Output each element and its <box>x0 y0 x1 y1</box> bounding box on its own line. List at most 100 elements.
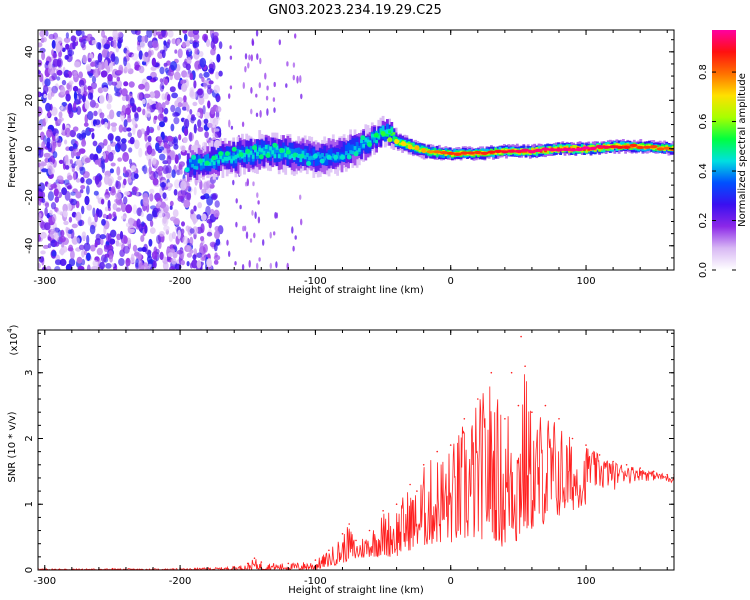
heatmap-ridge-cell <box>648 144 651 148</box>
heatmap-noise-cell <box>119 230 124 240</box>
heatmap-noise-cell <box>70 250 75 260</box>
snr-point <box>341 533 344 535</box>
heatmap-noise-cell <box>218 41 223 49</box>
heatmap-ridge-cell <box>347 142 350 152</box>
heatmap-noise-cell <box>38 256 45 263</box>
heatmap-noise-cell <box>54 241 60 247</box>
heatmap-noise-cell <box>70 35 77 42</box>
heatmap-ridge-cell <box>622 145 625 147</box>
heatmap-ridge-cell <box>195 158 199 167</box>
heatmap-noise-cell <box>149 219 154 227</box>
heatmap-noise-cell <box>129 136 135 145</box>
heatmap-noise-cell <box>256 262 259 270</box>
heatmap-peak-cell <box>252 145 257 151</box>
heatmap-ridge-cell <box>202 158 205 163</box>
heatmap-ridge-cell <box>373 135 376 143</box>
heatmap-noise-cell <box>109 168 114 174</box>
heatmap-noise-cell <box>180 79 184 85</box>
heatmap-noise-cell <box>75 159 82 166</box>
heatmap-peak-cell <box>360 135 366 141</box>
heatmap-noise-cell <box>216 53 221 63</box>
heatmap-noise-cell <box>58 111 63 119</box>
heatmap-noise-cell <box>75 30 82 37</box>
heatmap-noise-cell <box>275 261 278 269</box>
heatmap-noise-cell <box>64 139 68 145</box>
heatmap-noise-cell <box>184 118 190 129</box>
heatmap-noise-cell <box>247 62 250 69</box>
heatmap-peak-cell <box>575 147 584 152</box>
heatmap-noise-cell <box>98 142 105 150</box>
heatmap-noise-cell <box>169 265 175 270</box>
heatmap-noise-cell <box>235 221 238 228</box>
heatmap-ridge-cell <box>606 144 610 148</box>
heatmap-noise-cell <box>262 239 265 246</box>
heatmap-noise-cell <box>179 169 183 175</box>
heatmap-noise-cell <box>72 85 79 92</box>
heatmap-noise-cell <box>94 119 101 126</box>
heatmap-noise-cell <box>257 216 261 224</box>
heatmap-noise-cell <box>72 102 77 112</box>
heatmap-peak-cell <box>238 152 244 157</box>
heatmap-ridge-cell <box>351 150 355 155</box>
heatmap-noise-cell <box>292 245 295 252</box>
heatmap-noise-cell <box>87 92 93 100</box>
heatmap-noise-cell <box>106 103 112 110</box>
heatmap-ridge-cell <box>297 151 301 167</box>
heatmap-noise-cell <box>162 216 167 224</box>
heatmap-ridge-cell <box>256 140 259 155</box>
heatmap-noise-cell <box>83 84 88 93</box>
heatmap-noise-cell <box>141 35 146 43</box>
heatmap-noise-cell <box>53 188 59 197</box>
heatmap-noise-cell <box>64 190 71 201</box>
heatmap-noise-cell <box>106 93 113 104</box>
heatmap-noise-cell <box>78 71 83 79</box>
heatmap-noise-cell <box>94 213 98 223</box>
heatmap-peak-cell <box>446 151 455 155</box>
heatmap-noise-cell <box>86 185 90 195</box>
heatmap-peak-cell <box>306 161 312 166</box>
heatmap-noise-cell <box>146 213 153 222</box>
heatmap-noise-cell <box>244 66 247 73</box>
heatmap-noise-cell <box>183 95 187 103</box>
heatmap-noise-cell <box>235 198 238 204</box>
heatmap-ridge-cell <box>305 152 309 157</box>
heatmap-noise-cell <box>102 213 107 219</box>
heatmap-noise-cell <box>38 212 42 219</box>
heatmap-noise-cell <box>292 74 295 81</box>
heatmap-noise-cell <box>144 35 149 43</box>
heatmap-noise-cell <box>81 95 85 102</box>
heatmap-ridge-cell <box>204 155 207 163</box>
heatmap-noise-cell <box>173 71 181 81</box>
heatmap-noise-cell <box>59 258 67 266</box>
snr-point <box>477 398 479 400</box>
heatmap-noise-cell <box>57 118 62 124</box>
heatmap-noise-cell <box>104 253 110 258</box>
heatmap-noise-cell <box>102 87 109 93</box>
heatmap-noise-cell <box>189 91 197 100</box>
heatmap-noise-cell <box>87 111 94 121</box>
heatmap-noise-cell <box>118 258 125 266</box>
heatmap-noise-cell <box>117 40 122 49</box>
heatmap-noise-cell <box>258 257 261 262</box>
heatmap-peak-cell <box>480 151 489 155</box>
heatmap-ridge-cell <box>208 162 212 166</box>
heatmap-noise-cell <box>65 263 73 270</box>
heatmap-noise-cell <box>120 142 127 152</box>
heatmap-peak-cell <box>245 148 251 154</box>
heatmap-noise-cell <box>186 49 189 57</box>
heatmap-peak-cell <box>636 145 645 150</box>
heatmap-noise-cell <box>100 237 104 246</box>
heatmap-ridge-cell <box>195 166 199 170</box>
snr-point <box>287 562 290 565</box>
heatmap-noise-cell <box>62 123 66 131</box>
heatmap-noise-cell <box>198 73 203 79</box>
heatmap-noise-cell <box>300 218 303 226</box>
heatmap-ridge-cell <box>314 157 318 166</box>
heatmap-noise-cell <box>202 105 206 115</box>
heatmap-noise-cell <box>115 79 122 89</box>
heatmap-peak-cell <box>231 146 237 152</box>
snr-point <box>422 464 425 466</box>
heatmap-ridge-cell <box>262 150 266 155</box>
heatmap-noise-cell <box>38 162 41 168</box>
heatmap-noise-cell <box>203 118 209 125</box>
